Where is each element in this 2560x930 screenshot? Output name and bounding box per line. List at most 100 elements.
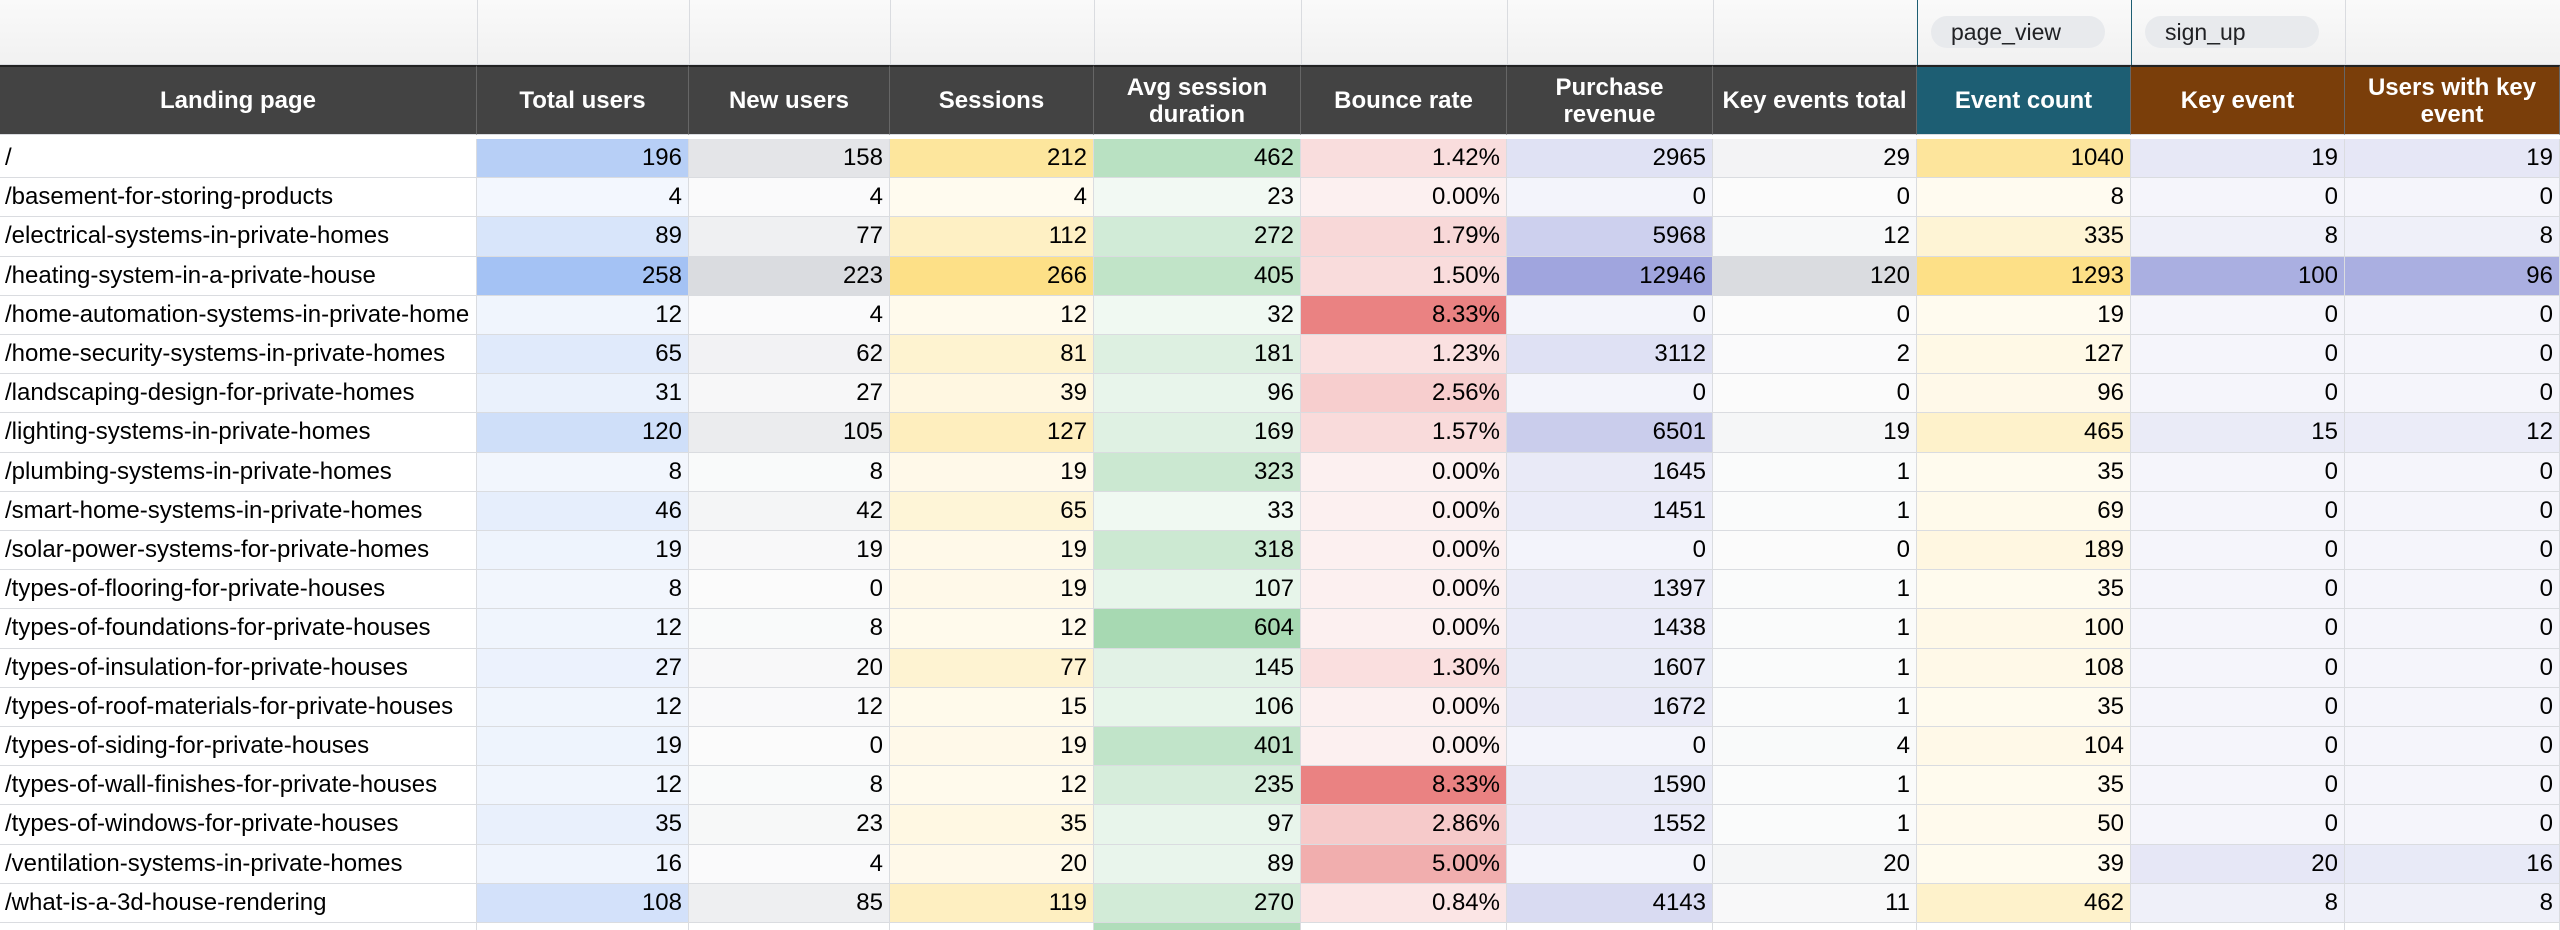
number-cell: 1040 — [1917, 139, 2131, 179]
number-cell: 8 — [2131, 217, 2345, 257]
page-cell: /types-of-wall-finishes-for-private-hous… — [0, 766, 477, 806]
number-cell: 108 — [1917, 648, 2131, 688]
column-divider — [1917, 0, 1918, 65]
number-cell: 0 — [2345, 570, 2560, 610]
column-divider — [890, 0, 891, 65]
number-cell: 0 — [2131, 687, 2345, 727]
empty-cell — [2345, 923, 2560, 930]
number-cell: 1293 — [1917, 256, 2131, 296]
number-cell: 100 — [1917, 609, 2131, 649]
column-header[interactable]: Key events total — [1713, 65, 1917, 135]
number-cell: 0.00% — [1301, 178, 1507, 218]
column-divider — [2345, 0, 2346, 65]
column-header[interactable]: Landing page — [0, 65, 477, 135]
number-cell: 0.00% — [1301, 531, 1507, 571]
empty-cell — [890, 923, 1094, 930]
number-cell: 33 — [1094, 491, 1301, 531]
number-cell: 1.23% — [1301, 335, 1507, 375]
number-cell: 8 — [689, 452, 890, 492]
number-cell: 212 — [890, 139, 1094, 179]
number-cell: 108 — [477, 883, 689, 923]
number-cell: 0 — [1713, 295, 1917, 335]
number-cell: 8.33% — [1301, 295, 1507, 335]
page-cell: /home-automation-systems-in-private-home — [0, 295, 477, 335]
filter-chip[interactable]: page_view — [1931, 16, 2105, 48]
column-header[interactable]: Sessions — [890, 65, 1094, 135]
number-cell: 8 — [689, 766, 890, 806]
number-cell: 39 — [1917, 844, 2131, 884]
number-cell: 1451 — [1507, 491, 1713, 531]
number-cell: 27 — [689, 374, 890, 414]
number-cell: 0 — [689, 727, 890, 767]
number-cell: 0 — [2345, 805, 2560, 845]
column-header[interactable]: Key event — [2131, 65, 2345, 135]
number-cell: 35 — [1917, 766, 2131, 806]
number-cell: 5968 — [1507, 217, 1713, 257]
number-cell: 258 — [477, 256, 689, 296]
number-cell: 39 — [890, 374, 1094, 414]
column-header[interactable]: Bounce rate — [1301, 65, 1507, 135]
number-cell: 405 — [1094, 256, 1301, 296]
number-cell: 112 — [890, 217, 1094, 257]
page-cell: /electrical-systems-in-private-homes — [0, 217, 477, 257]
filter-chip[interactable]: sign_up — [2145, 16, 2319, 48]
number-cell: 89 — [477, 217, 689, 257]
column-divider — [1301, 0, 1302, 65]
number-cell: 20 — [1713, 844, 1917, 884]
number-cell: 196 — [477, 139, 689, 179]
number-cell: 35 — [890, 805, 1094, 845]
number-cell: 12 — [890, 295, 1094, 335]
page-cell: /ventilation-systems-in-private-homes — [0, 844, 477, 884]
number-cell: 19 — [890, 452, 1094, 492]
number-cell: 266 — [890, 256, 1094, 296]
number-cell: 189 — [1917, 531, 2131, 571]
number-cell: 0 — [2345, 295, 2560, 335]
number-cell: 85 — [689, 883, 890, 923]
column-divider — [2131, 0, 2132, 65]
column-header[interactable]: Avg session duration — [1094, 65, 1301, 135]
number-cell: 8 — [477, 452, 689, 492]
number-cell: 0 — [2131, 178, 2345, 218]
column-header[interactable]: Purchase revenue — [1507, 65, 1713, 135]
number-cell: 97 — [1094, 805, 1301, 845]
number-cell: 0.00% — [1301, 452, 1507, 492]
column-divider — [1094, 0, 1095, 65]
number-cell: 169 — [1094, 413, 1301, 453]
number-cell: 0 — [1507, 531, 1713, 571]
number-cell: 0.00% — [1301, 570, 1507, 610]
number-cell: 4 — [1713, 727, 1917, 767]
number-cell: 4 — [477, 178, 689, 218]
number-cell: 1.79% — [1301, 217, 1507, 257]
number-cell: 96 — [1094, 374, 1301, 414]
number-cell: 0 — [1507, 178, 1713, 218]
number-cell: 0 — [2131, 570, 2345, 610]
number-cell: 1 — [1713, 452, 1917, 492]
number-cell: 19 — [890, 570, 1094, 610]
number-cell: 1.50% — [1301, 256, 1507, 296]
number-cell: 0 — [2131, 805, 2345, 845]
column-header[interactable]: New users — [689, 65, 890, 135]
number-cell: 5.00% — [1301, 844, 1507, 884]
number-cell: 12 — [890, 766, 1094, 806]
number-cell: 127 — [1917, 335, 2131, 375]
number-cell: 4 — [689, 844, 890, 884]
number-cell: 120 — [1713, 256, 1917, 296]
number-cell: 19 — [477, 531, 689, 571]
number-cell: 65 — [477, 335, 689, 375]
page-cell: /basement-for-storing-products — [0, 178, 477, 218]
empty-cell — [689, 923, 890, 930]
page-cell: /what-is-a-3d-house-rendering — [0, 883, 477, 923]
number-cell: 16 — [2345, 844, 2560, 884]
number-cell: 50 — [1917, 805, 2131, 845]
page-cell: /types-of-flooring-for-private-houses — [0, 570, 477, 610]
number-cell: 12 — [890, 609, 1094, 649]
column-header[interactable]: Users with key event — [2345, 65, 2560, 135]
column-header[interactable]: Total users — [477, 65, 689, 135]
page-cell: /types-of-windows-for-private-houses — [0, 805, 477, 845]
number-cell: 4 — [689, 178, 890, 218]
number-cell: 35 — [1917, 687, 2131, 727]
filter-bar — [0, 0, 2560, 65]
number-cell: 0 — [2131, 727, 2345, 767]
column-header[interactable]: Event count — [1917, 65, 2131, 135]
